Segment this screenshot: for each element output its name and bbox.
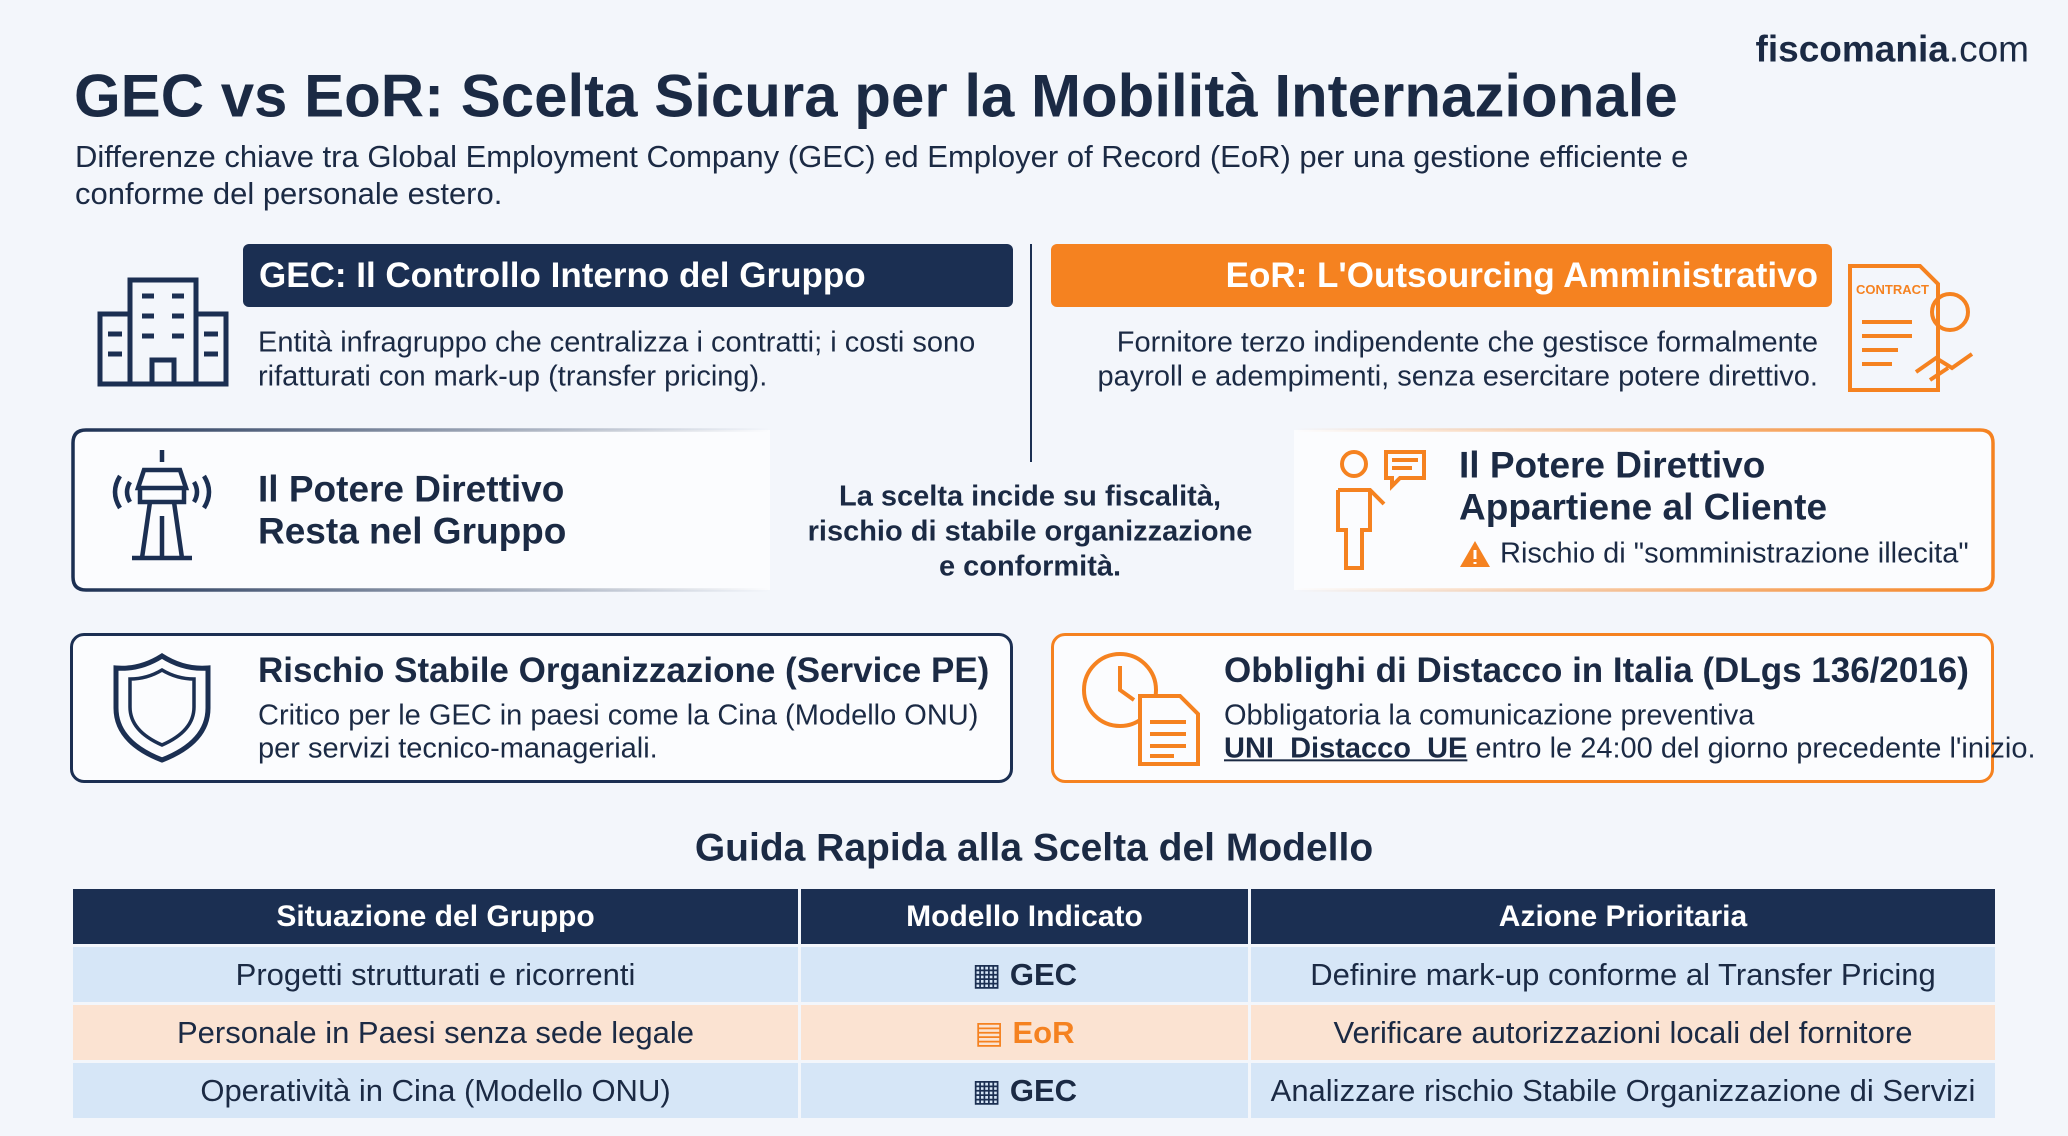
subtitle: conforme del personale estero.	[75, 176, 503, 212]
rischio-card	[70, 633, 1013, 783]
potere-gec-title: Resta nel Gruppo	[258, 510, 567, 552]
distacco-title: Obblighi di Distacco in Italia (DLgs 136…	[1224, 650, 1969, 690]
guide-table: Situazione del Gruppo Modello Indicato Azi…	[70, 886, 1998, 1121]
eor-header	[1051, 244, 1832, 307]
table-cell: Operatività in Cina (Modello ONU)	[73, 1063, 798, 1118]
gec-text: rifatturati con mark-up (transfer pricin…	[258, 360, 768, 393]
model-name: GEC	[1009, 1072, 1078, 1108]
center-note: rischio di stabile organizzazione	[807, 515, 1253, 548]
table-cell: Verificare autorizzazioni locali del for…	[1251, 1005, 1995, 1060]
distacco-code: UNI_Distacco_UE	[1224, 732, 1468, 765]
warning-text: Rischio di "somministrazione illecita"	[1500, 537, 1969, 570]
brand-bold: fiscomania	[1755, 28, 1949, 70]
table-cell: Definire mark-up conforme al Transfer Pr…	[1251, 947, 1995, 1002]
center-note: La scelta incide su fiscalità,	[839, 480, 1221, 513]
divider	[1030, 244, 1032, 462]
table-cell: ▦ GEC	[801, 1063, 1248, 1118]
potere-gec-frame	[71, 428, 770, 592]
eor-title: EoR: L'Outsourcing Amministrativo	[1225, 255, 1818, 295]
subtitle: Differenze chiave tra Global Employment …	[75, 139, 1689, 175]
warning-icon	[1460, 541, 1490, 567]
contract-icon: CONTRACT	[1848, 264, 1974, 392]
rischio-text: per servizi tecnico-manageriali.	[258, 732, 658, 765]
rischio-title: Rischio Stabile Organizzazione (Service …	[258, 650, 990, 690]
title: GEC vs EoR: Scelta Sicura per la Mobilit…	[74, 62, 1678, 130]
brand-rest: .com	[1948, 28, 2029, 70]
model-icon: ▤	[974, 1014, 1013, 1050]
potere-gec-title: Il Potere Direttivo	[258, 468, 565, 510]
shield-icon	[113, 653, 211, 763]
table-header: Modello Indicato	[801, 889, 1248, 944]
rischio-text: Critico per le GEC in paesi come la Cina…	[258, 699, 979, 732]
model-icon: ▦	[971, 1072, 1010, 1108]
gec-text: Entità infragruppo che centralizza i con…	[258, 326, 976, 359]
table-cell: ▤ EoR	[801, 1005, 1248, 1060]
potere-eor-title: Appartiene al Cliente	[1459, 486, 1828, 528]
table-cell: Analizzare rischio Stabile Organizzazion…	[1251, 1063, 1995, 1118]
potere-eor-title: Il Potere Direttivo	[1459, 444, 1766, 486]
gec-title: GEC: Il Controllo Interno del Gruppo	[259, 255, 866, 295]
model-icon: ▦	[971, 956, 1010, 992]
table-header: Situazione del Gruppo	[73, 889, 798, 944]
potere-eor-frame	[1294, 428, 1995, 592]
eor-text: Fornitore terzo indipendente che gestisc…	[1116, 326, 1818, 359]
table-cell: ▦ GEC	[801, 947, 1248, 1002]
distacco-card	[1051, 633, 1994, 783]
distacco-text: Obbligatoria la comunicazione preventiva	[1224, 699, 1755, 732]
contract-label: CONTRACT	[1856, 282, 1929, 297]
table-cell: Personale in Paesi senza sede legale	[73, 1005, 798, 1060]
clock-doc-icon	[1082, 652, 1200, 766]
model-name: EoR	[1012, 1014, 1075, 1050]
model-name: GEC	[1009, 956, 1078, 992]
distacco-text: UNI_Distacco_UE entro le 24:00 del giorn…	[1224, 732, 2036, 765]
center-note: e conformità.	[938, 550, 1122, 583]
distacco-rest: entro le 24:00 del giorno precedente l'i…	[1467, 732, 2036, 765]
building-icon	[97, 277, 229, 387]
table-header: Azione Prioritaria	[1251, 889, 1995, 944]
table-title: Guida Rapida alla Scelta del Modello	[694, 826, 1374, 870]
eor-text: payroll e adempimenti, senza esercitare …	[1097, 360, 1818, 393]
person-icon	[1336, 450, 1426, 570]
table-cell: Progetti strutturati e ricorrenti	[73, 947, 798, 1002]
tower-icon	[112, 450, 212, 561]
brand: fiscomania.com	[1756, 29, 2029, 72]
gec-header	[243, 244, 1013, 307]
